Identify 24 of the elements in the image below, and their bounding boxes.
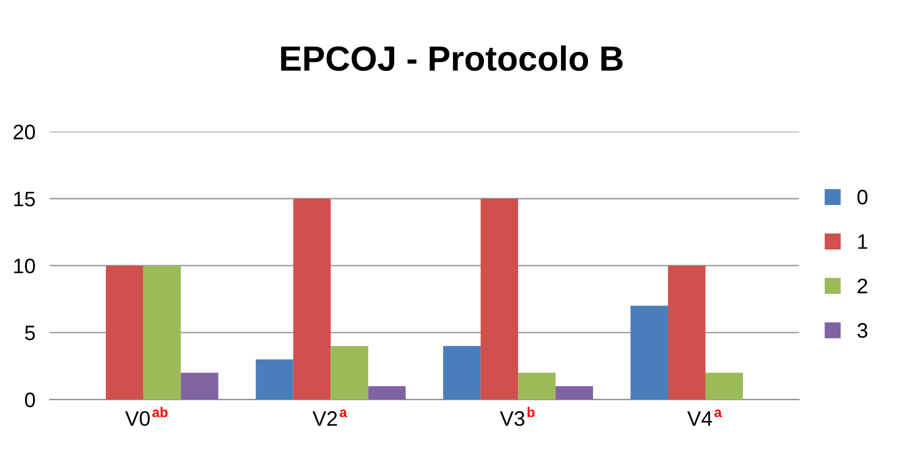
bar — [180, 372, 218, 400]
legend-label: 0 — [857, 190, 868, 205]
y-tick-label: 15 — [14, 192, 35, 206]
bar — [630, 306, 668, 400]
bar — [518, 372, 556, 400]
y-tick-label: 10 — [14, 258, 35, 274]
bar — [443, 346, 481, 400]
bar — [556, 386, 594, 400]
bar — [293, 198, 331, 400]
bar — [106, 266, 144, 400]
y-tick-label: 5 — [25, 326, 35, 340]
bar — [480, 198, 518, 400]
bar — [705, 372, 743, 400]
legend-label: 1 — [858, 234, 868, 249]
bar — [368, 386, 406, 400]
bar — [668, 266, 706, 400]
bar — [330, 346, 368, 400]
bar — [256, 359, 294, 400]
bar — [143, 266, 181, 400]
chart-title: EPCOJ - Protocolo B — [281, 45, 623, 71]
y-tick-label: 0 — [25, 392, 35, 408]
legend-label: 2 — [858, 278, 868, 294]
legend-label: 3 — [857, 323, 868, 338]
y-tick-label: 20 — [14, 124, 35, 140]
